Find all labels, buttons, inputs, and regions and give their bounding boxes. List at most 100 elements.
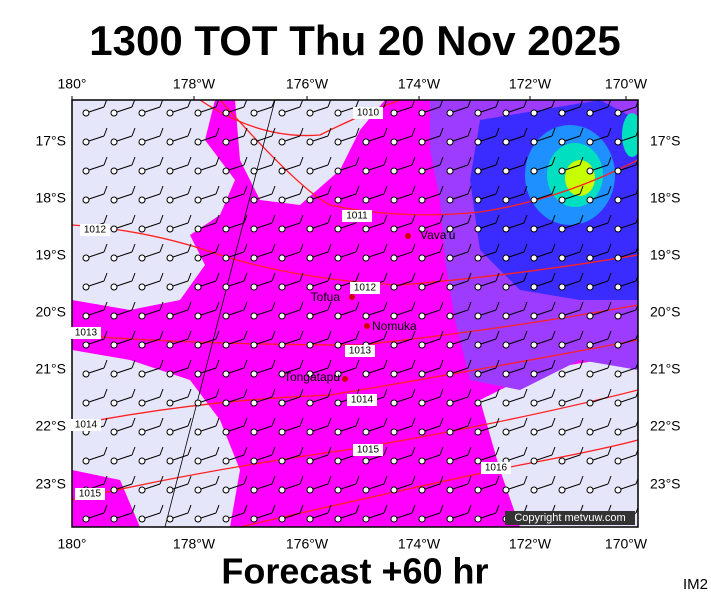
barb-flag <box>131 127 136 137</box>
barb-flag <box>439 446 444 456</box>
barb-station <box>306 341 314 349</box>
barb-flag <box>495 475 500 485</box>
wind-barb <box>82 446 108 465</box>
barb-flag <box>523 301 528 311</box>
wind-barb <box>110 156 136 175</box>
wind-barb <box>446 127 472 146</box>
barb-flag <box>551 272 556 282</box>
barb-station <box>614 283 622 291</box>
dry-area <box>235 100 385 205</box>
barb-flag <box>271 185 276 195</box>
wind-barb <box>446 301 472 320</box>
barb-station <box>502 283 510 291</box>
wind-barb <box>418 417 444 436</box>
barb-station <box>362 254 370 262</box>
barb-station <box>558 399 566 407</box>
wind-barb <box>110 446 136 465</box>
wind-barb <box>250 156 276 175</box>
barb-flag <box>299 156 304 166</box>
wind-barb <box>110 243 136 262</box>
barb-station <box>110 196 118 204</box>
barb-flag <box>215 214 220 224</box>
barb-station <box>502 486 510 494</box>
barb-flag <box>271 475 276 485</box>
wind-barb <box>474 301 500 320</box>
barb-flag <box>131 475 136 485</box>
wind-barb <box>530 214 556 233</box>
barb-flag <box>243 446 248 456</box>
barb-station <box>222 341 230 349</box>
wind-barb <box>586 446 612 465</box>
wind-barb <box>390 475 416 494</box>
barb-flag <box>495 214 500 224</box>
wind-barb <box>306 475 332 494</box>
wind-barb <box>474 127 500 146</box>
barb-flag <box>495 185 500 195</box>
barb-station <box>474 254 482 262</box>
barb-station <box>614 370 622 378</box>
wind-barb <box>250 446 276 465</box>
place-name: Nomuka <box>372 319 417 333</box>
wind-barb <box>166 156 192 175</box>
barb-flag <box>467 388 472 398</box>
barb-station <box>502 399 510 407</box>
barb-flag <box>383 388 388 398</box>
barb-station <box>194 254 202 262</box>
wind-barb <box>334 301 360 320</box>
barb-station <box>334 457 342 465</box>
barb-flag <box>523 417 528 427</box>
wind-barb <box>222 243 248 262</box>
wind-barb <box>614 274 638 291</box>
barb-station <box>278 457 286 465</box>
wind-barb <box>362 446 388 465</box>
wind-barb <box>110 272 136 291</box>
isobar-label: 1011 <box>346 211 368 222</box>
wind-barb <box>446 272 472 291</box>
wind-barb <box>586 214 612 233</box>
barb-flag <box>159 214 164 224</box>
barb-station <box>390 486 398 494</box>
barb-station <box>138 341 146 349</box>
barb-station <box>138 399 146 407</box>
wind-barb <box>418 446 444 465</box>
barb-flag <box>467 156 472 166</box>
barb-flag <box>383 330 388 340</box>
wind-barb <box>502 272 528 291</box>
wind-barb <box>110 417 136 436</box>
barb-flag <box>215 185 220 195</box>
barb-station <box>446 370 454 378</box>
barb-station <box>362 312 370 320</box>
copyright-box <box>505 511 635 525</box>
lon-label-bottom: 178°W <box>173 536 216 552</box>
barb-station <box>138 457 146 465</box>
wind-barb <box>222 185 248 204</box>
image-id: IM2 <box>683 576 708 593</box>
lon-label-top: 180° <box>58 76 87 92</box>
barb-station <box>362 138 370 146</box>
barb-station <box>306 457 314 465</box>
barb-flag <box>271 504 276 514</box>
wind-barb <box>474 475 500 494</box>
barb-station <box>306 196 314 204</box>
isobar-label: 1015 <box>357 445 380 456</box>
barb-station <box>418 138 426 146</box>
barb-flag <box>467 446 472 456</box>
barb-station <box>82 341 90 349</box>
barb-station <box>558 457 566 465</box>
barb-station <box>306 370 314 378</box>
wind-barb <box>390 330 416 349</box>
barb-flag <box>355 243 360 253</box>
barb-flag <box>607 388 612 398</box>
wind-barb <box>586 301 612 320</box>
barb-flag <box>355 272 360 282</box>
lon-label-bottom: 176°W <box>286 536 329 552</box>
barb-station <box>250 341 258 349</box>
wind-barb <box>418 214 444 233</box>
wind-barb <box>82 100 108 117</box>
barb-flag <box>411 330 416 340</box>
barb-station <box>474 515 482 523</box>
barb-station <box>418 457 426 465</box>
barb-flag <box>467 330 472 340</box>
barb-flag <box>327 156 332 166</box>
wind-barb <box>446 330 472 349</box>
